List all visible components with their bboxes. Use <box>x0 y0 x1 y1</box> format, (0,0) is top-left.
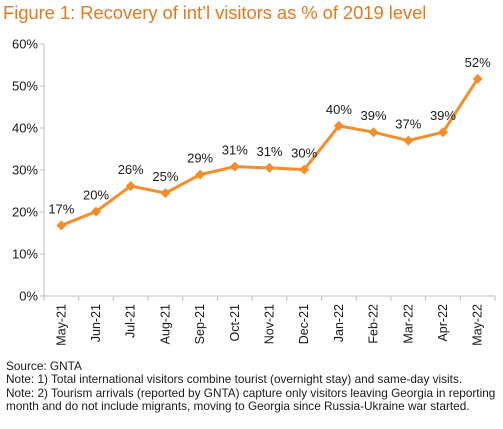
y-tick-label: 40% <box>12 121 38 136</box>
x-axis: May-21 Jun-21 Jul-21 Aug-21 Sep-21 Oct-21 Nov-… <box>43 295 496 346</box>
x-tick-label: Nov-21 <box>263 304 277 344</box>
x-tick-label: Jul-21 <box>124 304 138 338</box>
data-point <box>229 161 240 172</box>
data-point <box>125 180 136 191</box>
data-point <box>437 127 448 138</box>
x-tick-label: May-21 <box>54 304 68 346</box>
data-label: 52% <box>465 55 491 70</box>
data-label: 37% <box>395 117 421 132</box>
data-point <box>195 169 206 180</box>
y-tick-label: 50% <box>12 79 38 94</box>
data-label: 25% <box>152 169 178 184</box>
data-label: 20% <box>83 188 109 203</box>
note-2: Note: 2) Tourism arrivals (reported by G… <box>6 385 496 413</box>
x-tick-label: Sep-21 <box>193 304 207 344</box>
data-label: 39% <box>430 108 456 123</box>
y-tick-label: 20% <box>12 205 38 220</box>
x-tick-label: Jun-21 <box>89 304 103 342</box>
x-tick-label: Feb-22 <box>367 304 381 344</box>
y-axis: 0% 10% 20% 30% 40% 50% 60% <box>12 37 45 304</box>
data-label: 29% <box>187 151 213 166</box>
data-point <box>299 164 310 175</box>
x-tick-label: Aug-21 <box>158 304 172 344</box>
data-point <box>333 120 344 131</box>
data-label: 39% <box>361 108 387 123</box>
x-tick-label: Jan-22 <box>332 304 346 342</box>
data-point <box>403 135 414 146</box>
x-tick-label: Apr-22 <box>436 304 450 342</box>
data-point <box>368 127 379 138</box>
x-tick-label: Oct-21 <box>228 304 242 342</box>
data-point <box>264 162 275 173</box>
data-point <box>472 73 483 84</box>
x-tick-label: May-22 <box>471 304 485 346</box>
source-note: Source: GNTA <box>6 359 82 373</box>
x-tick-label: Dec-21 <box>297 304 311 344</box>
data-point <box>160 188 171 199</box>
data-point <box>56 220 67 231</box>
data-label: 30% <box>291 146 317 161</box>
y-tick-label: 60% <box>12 37 38 52</box>
data-point <box>91 206 102 217</box>
series-line <box>56 73 483 231</box>
chart-title: Figure 1: Recovery of int’l visitors as … <box>3 2 427 23</box>
y-tick-label: 10% <box>12 247 38 262</box>
data-label: 31% <box>256 144 282 159</box>
y-tick-label: 0% <box>19 289 38 304</box>
y-tick-label: 30% <box>12 163 38 178</box>
data-label: 17% <box>48 201 74 216</box>
x-tick-label: Mar-22 <box>401 304 415 344</box>
line-chart: 0% 10% 20% 30% 40% 50% 60% May-21 Jun-21 Jul-21 A… <box>12 37 496 346</box>
data-label: 26% <box>118 162 144 177</box>
data-label: 31% <box>222 143 248 158</box>
data-labels: 17% 20% 26% 25% 29% 31% 31% 30% 40% 39% 37% 39% 52% <box>48 55 491 217</box>
chart-notes: Source: GNTA Note: 1) Total internationa… <box>6 359 500 413</box>
data-label: 40% <box>326 102 352 117</box>
note-1: Note: 1) Total international visitors co… <box>6 372 463 387</box>
